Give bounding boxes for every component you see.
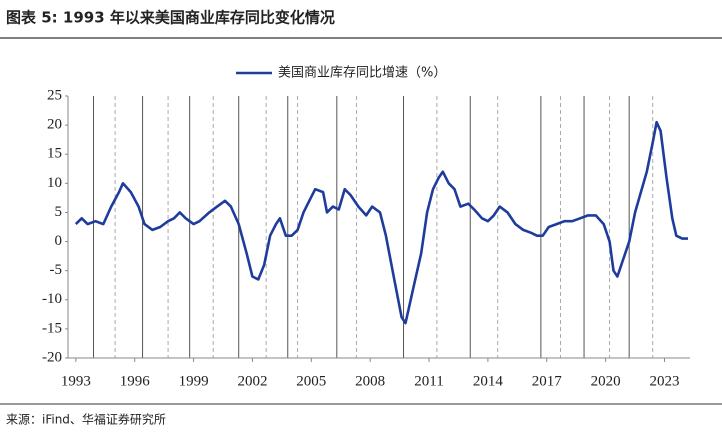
y-tick-label: 0 (55, 233, 63, 249)
y-tick-label: 5 (55, 204, 63, 220)
y-tick-label: 25 (47, 87, 62, 103)
x-tick-label: 2014 (473, 373, 504, 389)
y-tick-label: -5 (50, 262, 63, 278)
x-tick-label: 2023 (649, 373, 679, 389)
x-tick-label: 2020 (591, 373, 621, 389)
x-tick-label: 2008 (355, 373, 385, 389)
y-tick-label: -15 (42, 320, 62, 336)
y-tick-label: 15 (47, 146, 62, 162)
x-tick-label: 2011 (414, 373, 443, 389)
y-tick-label: -20 (42, 349, 62, 365)
x-tick-label: 2002 (237, 373, 267, 389)
x-tick-label: 1993 (61, 373, 91, 389)
y-tick-label: 20 (47, 117, 62, 133)
x-tick-label: 1999 (179, 373, 209, 389)
x-tick-label: 1996 (120, 373, 151, 389)
legend-label: 美国商业库存同比增速（%） (278, 65, 446, 81)
series-line (74, 120, 688, 325)
y-tick-label: -10 (42, 291, 62, 307)
x-tick-label: 2005 (296, 373, 326, 389)
chart-title: 图表 5: 1993 年以来美国商业库存同比变化情况 (6, 9, 335, 27)
x-tick-label: 2017 (532, 373, 563, 389)
y-tick-label: 10 (47, 175, 62, 191)
source: 来源：iFind、华福证券研究所 (6, 412, 166, 427)
